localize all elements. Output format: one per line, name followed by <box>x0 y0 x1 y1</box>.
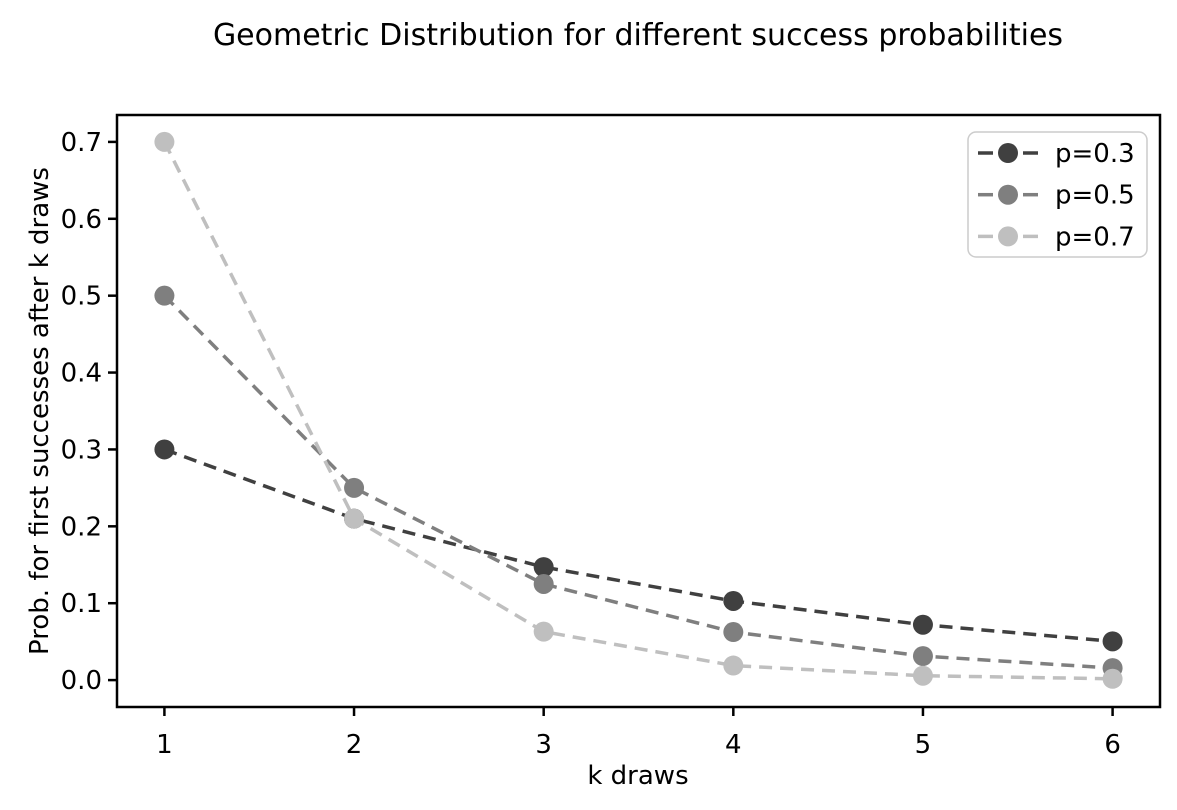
data-point-marker <box>154 131 175 152</box>
x-tick-label: 3 <box>535 730 552 760</box>
data-point-marker <box>912 614 933 635</box>
y-tick-label: 0.1 <box>61 589 102 619</box>
legend-item: p=0.3 <box>978 139 1135 169</box>
data-point-marker <box>344 508 365 529</box>
data-point-marker <box>1102 668 1123 689</box>
y-tick-label: 0.7 <box>61 128 102 158</box>
legend-box <box>967 131 1148 258</box>
y-tick-label: 0.0 <box>61 666 102 696</box>
y-tick-label: 0.5 <box>61 282 102 312</box>
x-axis-label: k draws <box>587 761 688 791</box>
legend-marker <box>998 184 1018 205</box>
legend-label: p=0.7 <box>1055 222 1135 252</box>
series-line <box>163 447 1113 644</box>
x-tick-label: 6 <box>1104 730 1121 760</box>
legend-item: p=0.5 <box>978 181 1135 211</box>
legend: p=0.3 p=0.5 p=0.7 <box>967 131 1148 258</box>
data-point-marker <box>912 665 933 686</box>
data-point-marker <box>1102 631 1123 652</box>
axes-frame <box>115 113 1162 709</box>
legend-label: p=0.5 <box>1055 181 1135 211</box>
series-line <box>163 294 1113 670</box>
x-tick-label: 2 <box>346 730 363 760</box>
chart-title: Geometric Distribution for different suc… <box>213 18 1063 53</box>
x-tick-label: 5 <box>915 730 932 760</box>
data-point-marker <box>723 622 744 643</box>
legend-label: p=0.3 <box>1055 139 1135 169</box>
data-point-marker <box>533 557 554 578</box>
x-tick-label: 4 <box>725 730 742 760</box>
data-point-marker <box>154 285 175 306</box>
series-p-0-7 <box>154 131 1123 689</box>
y-axis-label: Prob. for first successes after k draws <box>25 167 55 655</box>
y-tick-label: 0.3 <box>61 435 102 465</box>
data-point-marker <box>723 655 744 676</box>
series-p-0-5 <box>154 285 1123 679</box>
data-point-marker <box>533 573 554 594</box>
plot-area: 1 2 3 4 5 6 0.0 0.1 0.2 0.3 0.4 0.5 0.6 0.7 p=0.3 p=0.5… <box>61 113 1162 760</box>
data-point-marker <box>344 477 365 498</box>
axis-ticks: 1 2 3 4 5 6 0.0 0.1 0.2 0.3 0.4 0.5 0.6 0.7 <box>61 128 1121 760</box>
series-line <box>162 141 1113 681</box>
y-tick-label: 0.2 <box>61 512 102 542</box>
series-p-0-3 <box>154 439 1123 652</box>
y-tick-label: 0.6 <box>61 205 102 235</box>
data-point-marker <box>912 646 933 667</box>
legend-marker <box>998 143 1018 163</box>
data-point-marker <box>154 439 175 460</box>
data-point-marker <box>533 621 554 642</box>
y-tick-label: 0.4 <box>61 359 102 389</box>
legend-item: p=0.7 <box>978 222 1135 252</box>
data-point-marker <box>723 590 744 611</box>
legend-marker <box>998 226 1018 247</box>
x-tick-label: 1 <box>156 730 173 760</box>
